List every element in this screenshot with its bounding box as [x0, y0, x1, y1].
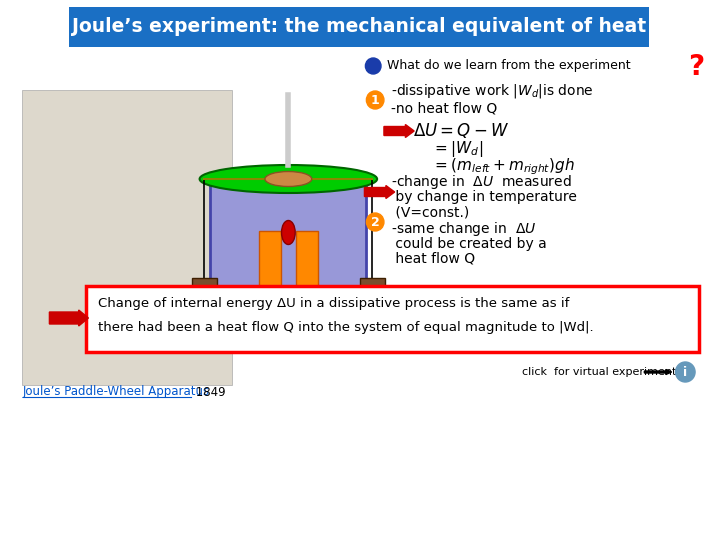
FancyBboxPatch shape: [210, 185, 366, 330]
FancyArrow shape: [50, 310, 89, 326]
Text: there had been a heat flow Q into the system of equal magnitude to |Wd|.: there had been a heat flow Q into the sy…: [98, 321, 594, 334]
Ellipse shape: [265, 172, 312, 186]
Ellipse shape: [199, 165, 377, 193]
FancyBboxPatch shape: [259, 231, 281, 294]
Text: $= (m_{left} + m_{right})gh$: $= (m_{left} + m_{right})gh$: [432, 157, 575, 177]
Text: ?: ?: [688, 53, 704, 81]
Text: Joule’s Paddle-Wheel Apparatus: Joule’s Paddle-Wheel Apparatus: [23, 386, 210, 399]
FancyBboxPatch shape: [296, 231, 318, 294]
FancyBboxPatch shape: [22, 90, 232, 385]
Text: click  for virtual experiment: click for virtual experiment: [523, 367, 677, 377]
Text: $= |W_d|$: $= |W_d|$: [432, 139, 483, 159]
Circle shape: [366, 58, 381, 74]
Text: 2: 2: [371, 215, 379, 228]
FancyBboxPatch shape: [192, 278, 217, 302]
Text: -no heat flow Q: -no heat flow Q: [391, 101, 497, 115]
Text: 1849: 1849: [192, 386, 225, 399]
Circle shape: [366, 91, 384, 109]
FancyBboxPatch shape: [69, 7, 649, 47]
Text: i: i: [683, 366, 688, 379]
Text: Joule’s experiment: the mechanical equivalent of heat: Joule’s experiment: the mechanical equiv…: [71, 17, 646, 37]
Text: could be created by a: could be created by a: [391, 237, 546, 251]
Text: (V=const.): (V=const.): [391, 205, 469, 219]
FancyBboxPatch shape: [86, 286, 699, 352]
Text: -change in  $\Delta U$  measured: -change in $\Delta U$ measured: [391, 173, 572, 191]
Text: $\Delta U = Q - W$: $\Delta U = Q - W$: [413, 122, 510, 140]
Text: by change in temperature: by change in temperature: [391, 190, 577, 204]
FancyBboxPatch shape: [359, 278, 385, 302]
Text: 1: 1: [371, 93, 379, 106]
Text: -same change in  $\Delta U$: -same change in $\Delta U$: [391, 220, 536, 238]
Circle shape: [675, 362, 695, 382]
Text: heat flow Q: heat flow Q: [391, 252, 475, 266]
FancyArrow shape: [644, 369, 672, 375]
Circle shape: [366, 213, 384, 231]
FancyArrow shape: [364, 186, 395, 199]
Text: Change of internal energy ΔU in a dissipative process is the same as if: Change of internal energy ΔU in a dissip…: [98, 296, 570, 309]
Ellipse shape: [282, 220, 295, 245]
Text: -dissipative work $|W_d|$is done: -dissipative work $|W_d|$is done: [391, 82, 593, 100]
Text: What do we learn from the experiment: What do we learn from the experiment: [387, 59, 631, 72]
FancyArrow shape: [384, 125, 414, 138]
